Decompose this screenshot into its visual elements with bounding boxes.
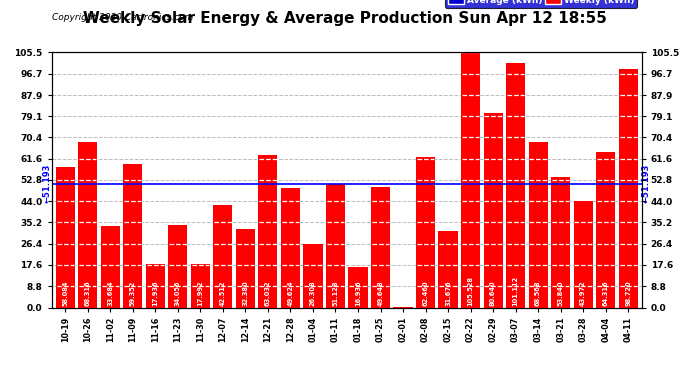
Bar bbox=[304, 244, 322, 308]
Text: 33.684: 33.684 bbox=[107, 280, 113, 306]
Bar bbox=[101, 226, 120, 308]
Text: 16.936: 16.936 bbox=[355, 280, 361, 306]
Text: 51.128: 51.128 bbox=[333, 281, 339, 306]
Text: 64.316: 64.316 bbox=[602, 280, 609, 306]
Text: 62.460: 62.460 bbox=[422, 280, 428, 306]
Bar bbox=[596, 152, 615, 308]
Bar bbox=[326, 184, 345, 308]
Bar bbox=[281, 188, 300, 308]
Text: 31.676: 31.676 bbox=[445, 280, 451, 306]
Bar bbox=[348, 267, 368, 308]
Text: 0.096: 0.096 bbox=[400, 285, 406, 306]
Bar bbox=[236, 229, 255, 308]
Bar bbox=[146, 264, 165, 308]
Bar bbox=[124, 164, 142, 308]
Bar bbox=[416, 156, 435, 308]
Bar bbox=[56, 167, 75, 308]
Bar bbox=[551, 177, 570, 308]
Text: 80.640: 80.640 bbox=[490, 280, 496, 306]
Text: ←51.193: ←51.193 bbox=[43, 164, 52, 204]
Legend: Average (kWh), Weekly (kWh): Average (kWh), Weekly (kWh) bbox=[445, 0, 637, 8]
Text: 17.936: 17.936 bbox=[152, 280, 158, 306]
Text: 34.056: 34.056 bbox=[175, 281, 181, 306]
Text: 59.352: 59.352 bbox=[130, 281, 136, 306]
Text: ←51.193: ←51.193 bbox=[642, 164, 651, 204]
Text: 68.316: 68.316 bbox=[85, 280, 91, 306]
Bar bbox=[258, 155, 277, 308]
Text: 43.972: 43.972 bbox=[580, 280, 586, 306]
Text: 17.992: 17.992 bbox=[197, 280, 204, 306]
Text: 26.308: 26.308 bbox=[310, 280, 316, 306]
Text: 49.624: 49.624 bbox=[288, 280, 293, 306]
Text: Copyright 2020 Cartronics.com: Copyright 2020 Cartronics.com bbox=[52, 13, 193, 22]
Text: 101.112: 101.112 bbox=[513, 276, 519, 306]
Bar bbox=[168, 225, 188, 308]
Bar bbox=[573, 201, 593, 308]
Bar bbox=[191, 264, 210, 308]
Bar bbox=[438, 231, 457, 308]
Bar bbox=[484, 112, 502, 308]
Text: 32.380: 32.380 bbox=[242, 280, 248, 306]
Bar bbox=[529, 142, 548, 308]
Text: 42.512: 42.512 bbox=[220, 281, 226, 306]
Text: 63.032: 63.032 bbox=[265, 280, 271, 306]
Bar bbox=[461, 53, 480, 308]
Text: 49.648: 49.648 bbox=[377, 280, 384, 306]
Bar bbox=[213, 205, 233, 308]
Text: 58.084: 58.084 bbox=[62, 281, 68, 306]
Text: Weekly Solar Energy & Average Production Sun Apr 12 18:55: Weekly Solar Energy & Average Production… bbox=[83, 11, 607, 26]
Text: 98.720: 98.720 bbox=[625, 280, 631, 306]
Text: 68.568: 68.568 bbox=[535, 281, 541, 306]
Bar bbox=[619, 69, 638, 308]
Text: 105.528: 105.528 bbox=[468, 276, 473, 306]
Bar bbox=[506, 63, 525, 308]
Bar bbox=[78, 142, 97, 308]
Bar bbox=[371, 188, 390, 308]
Text: 53.840: 53.840 bbox=[558, 281, 564, 306]
